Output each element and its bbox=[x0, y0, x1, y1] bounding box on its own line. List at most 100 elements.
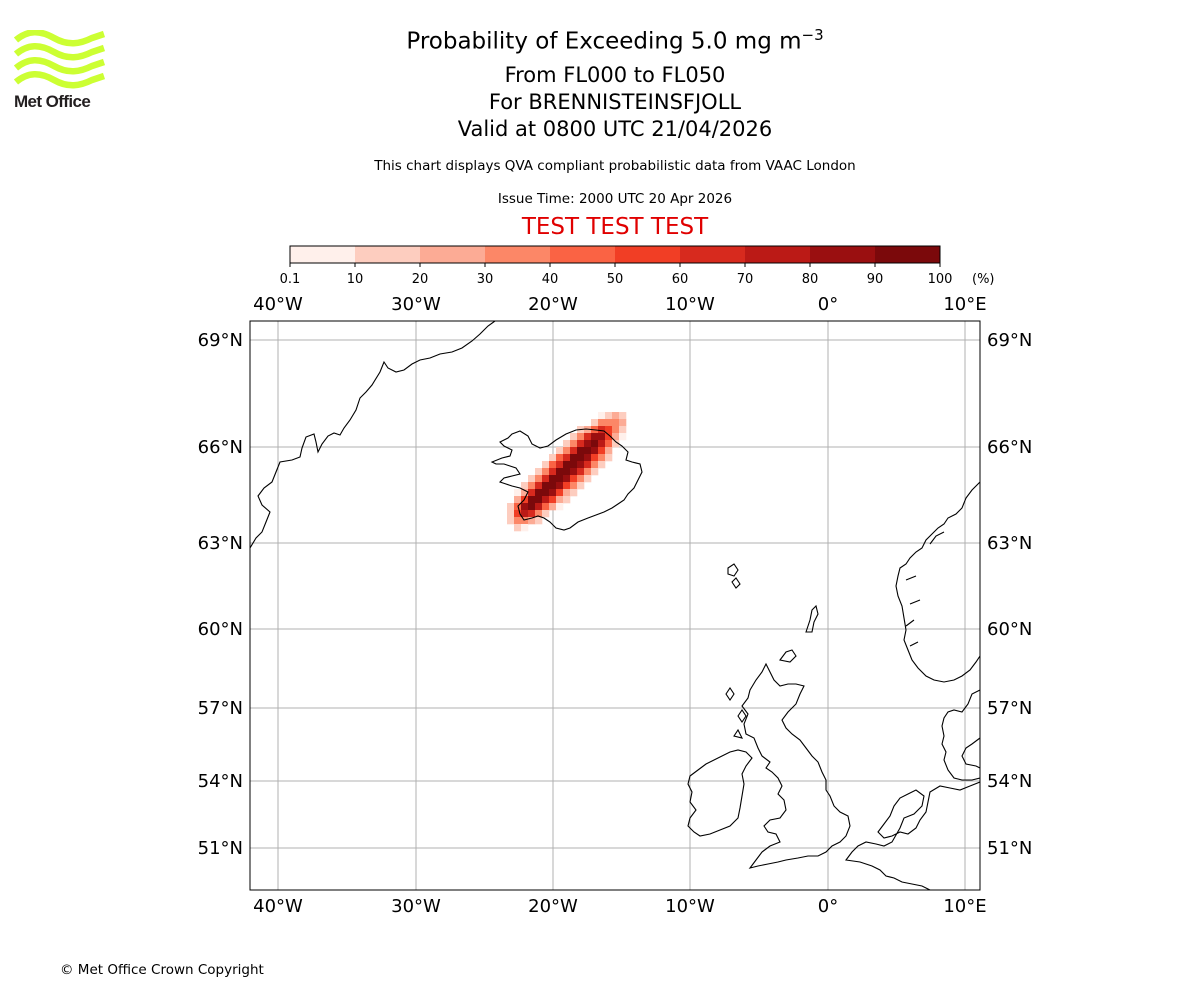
plume-cell bbox=[507, 517, 515, 525]
latitude-label: 63°N bbox=[198, 533, 243, 554]
plume-cell bbox=[591, 447, 599, 455]
plume-cell bbox=[556, 482, 564, 490]
colorbar-bin bbox=[420, 246, 486, 263]
plume-cell bbox=[612, 433, 620, 441]
plume-cell bbox=[577, 440, 585, 448]
plume-cell bbox=[535, 489, 543, 497]
longitude-label: 10°E bbox=[943, 294, 986, 315]
plume-cell bbox=[549, 482, 557, 490]
longitude-label: 20°W bbox=[528, 294, 578, 315]
latitude-label: 63°N bbox=[987, 533, 1032, 554]
met-office-logo: Met Office bbox=[14, 30, 106, 112]
plume-cell bbox=[549, 468, 557, 476]
plume-cell bbox=[542, 482, 550, 490]
longitude-label: 30°W bbox=[391, 896, 441, 917]
plume-cell bbox=[535, 468, 543, 476]
latitude-label: 51°N bbox=[987, 838, 1032, 859]
logo-text: Met Office bbox=[14, 92, 91, 111]
longitude-label: 0° bbox=[818, 294, 838, 315]
latitude-label: 57°N bbox=[198, 698, 243, 719]
longitude-label: 0° bbox=[818, 896, 838, 917]
latitude-labels-left: 69°N 66°N 63°N 60°N 57°N 54°N 51°N bbox=[198, 330, 243, 859]
plume-cell bbox=[619, 426, 627, 434]
latitude-label: 54°N bbox=[987, 771, 1032, 792]
colorbar-bin bbox=[290, 246, 356, 263]
plume-cell bbox=[570, 433, 578, 441]
plume-cell bbox=[514, 524, 522, 532]
european-continent-coast bbox=[845, 781, 980, 890]
plume-cell bbox=[584, 475, 592, 483]
plume-cell bbox=[619, 419, 627, 427]
orkney-islands bbox=[779, 649, 797, 663]
latitude-label: 69°N bbox=[987, 330, 1032, 351]
map-gridlines bbox=[250, 321, 980, 890]
plume-cell bbox=[591, 419, 599, 427]
plume-cell bbox=[605, 426, 613, 434]
plume-cell bbox=[563, 468, 571, 476]
map-frame bbox=[249, 320, 981, 891]
plume-cell bbox=[577, 433, 585, 441]
plume-cell bbox=[535, 510, 543, 518]
plume-cell bbox=[535, 482, 543, 490]
longitude-label: 10°W bbox=[665, 896, 715, 917]
plume-cell bbox=[605, 447, 613, 455]
plume-cell bbox=[570, 475, 578, 483]
latitude-label: 51°N bbox=[198, 838, 243, 859]
plume-cell bbox=[514, 510, 522, 518]
plume-cell bbox=[542, 503, 550, 511]
plume-cell bbox=[605, 412, 613, 420]
colorbar-unit: (%) bbox=[972, 272, 995, 287]
plume-cell bbox=[563, 440, 571, 448]
plume-cell bbox=[584, 447, 592, 455]
issue-time: Issue Time: 2000 UTC 20 Apr 2026 bbox=[497, 191, 733, 207]
flight-level-range: From FL000 to FL050 bbox=[504, 63, 726, 87]
plume-cell bbox=[514, 517, 522, 525]
plume-cell bbox=[584, 440, 592, 448]
plume-cell bbox=[507, 503, 515, 511]
colorbar-tick-label: 60 bbox=[672, 272, 689, 287]
latitude-label: 57°N bbox=[987, 698, 1032, 719]
latitude-label: 60°N bbox=[987, 619, 1032, 640]
plume-cell bbox=[619, 433, 627, 441]
plume-cell bbox=[542, 510, 550, 518]
great-britain-coast bbox=[741, 662, 851, 869]
latitude-label: 66°N bbox=[987, 437, 1032, 458]
colorbar-tick-label: 10 bbox=[347, 272, 364, 287]
plume-cell bbox=[570, 447, 578, 455]
plume-cell bbox=[549, 503, 557, 511]
plume-cell bbox=[584, 468, 592, 476]
plume-cell bbox=[556, 468, 564, 476]
colorbar-tick-label: 20 bbox=[412, 272, 429, 287]
plume-cell bbox=[598, 426, 606, 434]
plume-cell bbox=[584, 461, 592, 469]
colorbar-tick-label: 50 bbox=[607, 272, 624, 287]
plume-cell bbox=[521, 524, 529, 532]
latitude-label: 66°N bbox=[198, 437, 243, 458]
ireland-coast bbox=[687, 749, 753, 837]
colorbar-bin bbox=[875, 246, 941, 263]
plume-cell bbox=[612, 426, 620, 434]
plume-cell bbox=[542, 468, 550, 476]
iceland-coast bbox=[490, 428, 643, 531]
colorbar-tick-label: 70 bbox=[737, 272, 754, 287]
plume-cell bbox=[577, 468, 585, 476]
plume-cell bbox=[605, 440, 613, 448]
plume-cell bbox=[605, 454, 613, 462]
colorbar-tick-label: 30 bbox=[477, 272, 494, 287]
hebrides bbox=[725, 687, 747, 739]
sweden-coast bbox=[941, 689, 980, 781]
longitude-labels-bottom: 40°W 30°W 20°W 10°W 0° 10°E bbox=[253, 896, 986, 917]
plume-cell bbox=[570, 454, 578, 462]
plume-cell bbox=[570, 468, 578, 476]
plume-cell bbox=[542, 461, 550, 469]
plume-cell bbox=[542, 489, 550, 497]
plume-cell bbox=[521, 517, 529, 525]
colorbar-bin bbox=[485, 246, 551, 263]
plume-cell bbox=[549, 461, 557, 469]
plume-cell bbox=[535, 475, 543, 483]
plume-cell bbox=[556, 496, 564, 504]
plume-cell bbox=[598, 419, 606, 427]
colorbar-tick-label: 90 bbox=[867, 272, 884, 287]
plume-cell bbox=[612, 412, 620, 420]
